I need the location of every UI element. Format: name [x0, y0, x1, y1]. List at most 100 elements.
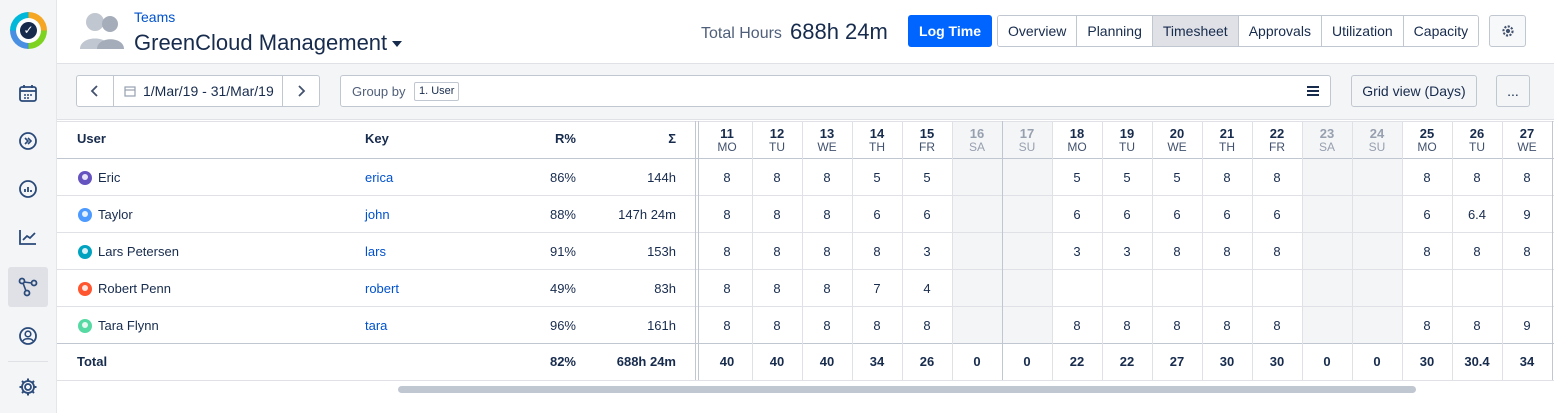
gauge-icon[interactable] [8, 169, 48, 209]
hours-cell[interactable]: 8 [823, 244, 831, 259]
hours-cell[interactable]: 8 [923, 318, 931, 333]
day-header-number[interactable]: 16 [969, 126, 985, 141]
hours-cell[interactable]: 6 [1273, 207, 1281, 222]
user-cell[interactable]: Robert Penn [78, 281, 171, 297]
hours-cell[interactable]: 9 [1523, 318, 1531, 333]
settings-button[interactable] [1489, 15, 1526, 47]
hours-cell[interactable]: 8 [873, 244, 881, 259]
hours-cell[interactable]: 6 [1173, 207, 1181, 222]
user-cell[interactable]: Tara Flynn [78, 318, 159, 334]
hours-cell[interactable]: 8 [723, 281, 731, 296]
hours-cell[interactable]: 6 [1423, 207, 1431, 222]
hours-cell[interactable]: 6 [923, 207, 931, 222]
calendar-icon[interactable] [8, 73, 48, 113]
day-header-number[interactable]: 20 [1169, 126, 1185, 141]
tab-utilization[interactable]: Utilization [1321, 16, 1404, 46]
hours-cell[interactable]: 5 [873, 170, 881, 185]
hours-cell[interactable]: 8 [1123, 318, 1131, 333]
hours-cell[interactable]: 8 [1073, 318, 1081, 333]
hours-cell[interactable]: 8 [1473, 244, 1481, 259]
date-range-picker[interactable]: 1/Mar/19 - 31/Mar/19 [113, 76, 283, 106]
more-options-button[interactable]: ... [1496, 75, 1530, 107]
user-key-link[interactable]: erica [365, 170, 394, 185]
day-header-number[interactable]: 21 [1219, 126, 1235, 141]
hours-cell[interactable]: 8 [773, 244, 781, 259]
hours-cell[interactable]: 3 [1073, 244, 1081, 259]
teams-network-icon[interactable] [8, 267, 48, 307]
user-key-link[interactable]: robert [365, 281, 399, 296]
day-header-number[interactable]: 14 [869, 126, 885, 141]
previous-period-button[interactable] [77, 76, 113, 106]
hours-cell[interactable]: 8 [1523, 170, 1531, 185]
hours-cell[interactable]: 8 [723, 170, 731, 185]
user-key-link[interactable]: john [365, 207, 390, 222]
log-time-button[interactable]: Log Time [908, 15, 992, 47]
day-header-number[interactable]: 25 [1419, 126, 1435, 141]
day-header-number[interactable]: 18 [1069, 126, 1085, 141]
user-profile-icon[interactable] [8, 316, 48, 356]
hours-cell[interactable]: 6 [1073, 207, 1081, 222]
tab-timesheet[interactable]: Timesheet [1152, 16, 1239, 46]
day-header-number[interactable]: 24 [1369, 126, 1385, 141]
tab-planning[interactable]: Planning [1077, 16, 1153, 46]
page-title[interactable]: GreenCloud Management [134, 30, 388, 55]
hours-cell[interactable]: 5 [1123, 170, 1131, 185]
hours-cell[interactable]: 8 [1473, 170, 1481, 185]
horizontal-scrollbar[interactable] [398, 386, 1416, 393]
tab-approvals[interactable]: Approvals [1238, 16, 1322, 46]
day-header-number[interactable]: 23 [1319, 126, 1335, 141]
day-header-number[interactable]: 17 [1019, 126, 1035, 141]
hours-cell[interactable]: 8 [773, 318, 781, 333]
day-header-number[interactable]: 22 [1269, 126, 1285, 141]
hours-cell[interactable]: 8 [823, 318, 831, 333]
hours-cell[interactable]: 8 [773, 281, 781, 296]
day-header-number[interactable]: 19 [1119, 126, 1135, 141]
hours-cell[interactable]: 5 [923, 170, 931, 185]
hours-cell[interactable]: 6.4 [1467, 207, 1487, 222]
hours-cell[interactable]: 8 [1273, 170, 1281, 185]
hours-cell[interactable]: 8 [1423, 244, 1431, 259]
hours-cell[interactable]: 6 [1223, 207, 1231, 222]
day-header-number[interactable]: 11 [720, 126, 734, 141]
hours-cell[interactable]: 8 [1423, 170, 1431, 185]
hamburger-menu-icon[interactable] [1306, 84, 1320, 98]
hours-cell[interactable]: 8 [723, 318, 731, 333]
hours-cell[interactable]: 3 [923, 244, 931, 259]
day-header-number[interactable]: 15 [919, 126, 935, 141]
day-header-number[interactable]: 13 [819, 126, 835, 141]
user-cell[interactable]: Lars Petersen [78, 244, 179, 260]
hours-cell[interactable]: 6 [873, 207, 881, 222]
forward-circle-icon[interactable] [8, 121, 48, 161]
column-header-sum[interactable]: Σ [668, 131, 676, 146]
tab-overview[interactable]: Overview [998, 16, 1078, 46]
hours-cell[interactable]: 8 [1173, 244, 1181, 259]
hours-cell[interactable]: 8 [773, 207, 781, 222]
user-key-link[interactable]: lars [365, 244, 386, 259]
hours-cell[interactable]: 6 [1123, 207, 1131, 222]
column-header-r-percent[interactable]: R% [555, 131, 576, 146]
day-header-number[interactable]: 26 [1469, 126, 1485, 141]
user-cell[interactable]: Eric [78, 170, 120, 186]
hours-cell[interactable]: 8 [823, 207, 831, 222]
hours-cell[interactable]: 5 [1173, 170, 1181, 185]
hours-cell[interactable]: 8 [1273, 318, 1281, 333]
column-header-user[interactable]: User [77, 131, 106, 146]
hours-cell[interactable]: 5 [1073, 170, 1081, 185]
hours-cell[interactable]: 8 [723, 244, 731, 259]
hours-cell[interactable]: 8 [1473, 318, 1481, 333]
trend-chart-icon[interactable] [8, 217, 48, 257]
hours-cell[interactable]: 8 [1173, 318, 1181, 333]
hours-cell[interactable]: 8 [873, 318, 881, 333]
user-cell[interactable]: Taylor [78, 207, 133, 223]
chevron-down-icon[interactable] [392, 41, 402, 47]
group-by-chip[interactable]: 1. User [414, 82, 460, 101]
hours-cell[interactable]: 8 [1223, 170, 1231, 185]
hours-cell[interactable]: 8 [773, 170, 781, 185]
day-header-number[interactable]: 12 [769, 126, 785, 141]
hours-cell[interactable]: 8 [1273, 244, 1281, 259]
grid-view-button[interactable]: Grid view (Days) [1351, 75, 1477, 107]
hours-cell[interactable]: 3 [1123, 244, 1131, 259]
column-header-key[interactable]: Key [365, 131, 389, 146]
group-by-field[interactable]: Group by 1. User [340, 75, 1331, 107]
hours-cell[interactable]: 8 [823, 281, 831, 296]
